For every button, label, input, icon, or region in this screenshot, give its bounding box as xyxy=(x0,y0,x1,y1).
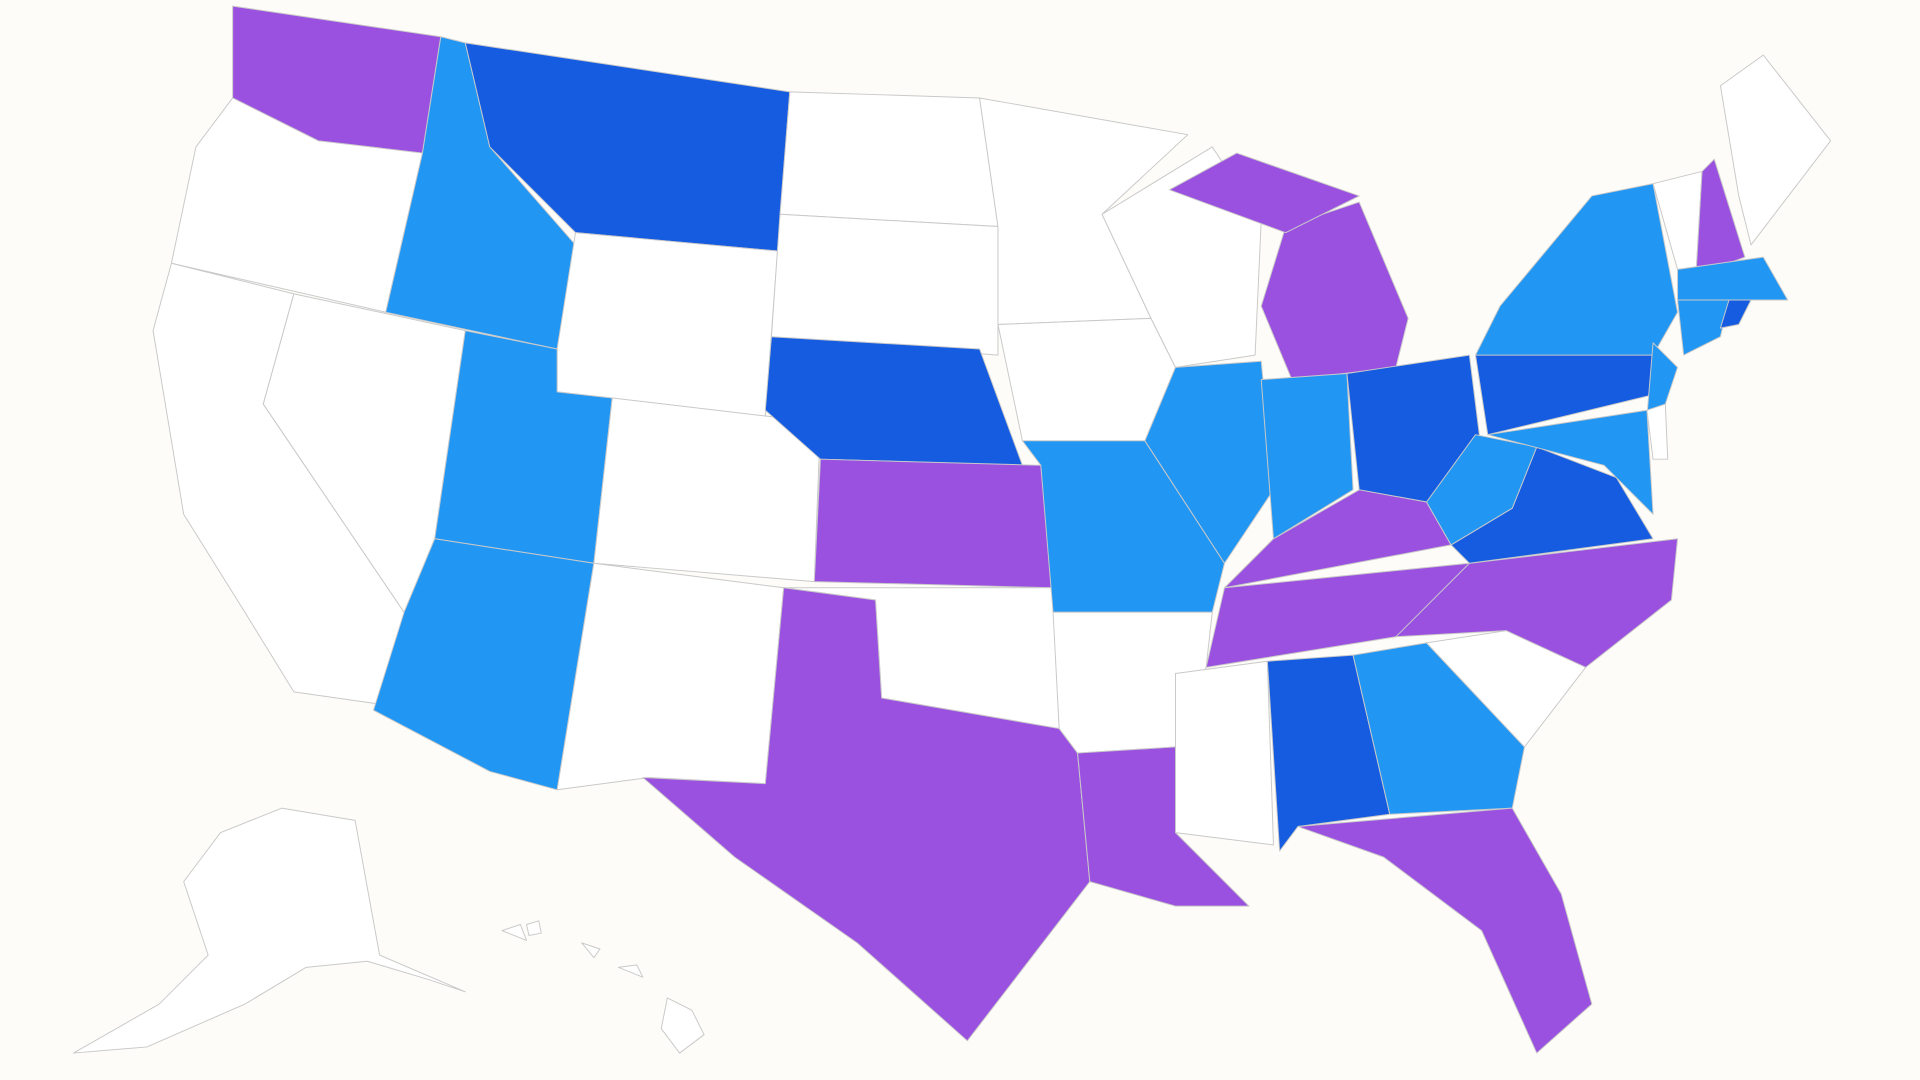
state-in xyxy=(1260,372,1354,540)
state-wv xyxy=(1426,434,1538,546)
state-shape xyxy=(1266,654,1391,852)
state-nd xyxy=(779,91,999,228)
state-shape xyxy=(1144,360,1274,564)
state-shape xyxy=(1395,538,1679,668)
state-shape xyxy=(1487,409,1654,515)
state-shape xyxy=(770,213,999,356)
state-ga xyxy=(1352,642,1525,815)
state-ms xyxy=(1175,660,1274,846)
state-fl xyxy=(1297,807,1593,1054)
state-al xyxy=(1266,654,1391,852)
state-de xyxy=(1646,403,1669,460)
state-shape xyxy=(1260,372,1354,540)
state-shape xyxy=(660,997,705,1054)
state-shape xyxy=(1297,807,1593,1054)
state-shape xyxy=(1352,642,1525,815)
state-ia xyxy=(997,317,1176,442)
state-shape xyxy=(1677,299,1730,356)
state-ks xyxy=(813,458,1054,589)
state-ri xyxy=(1719,299,1752,329)
state-shape xyxy=(997,317,1176,442)
state-tx xyxy=(642,587,1091,1042)
state-md xyxy=(1487,409,1654,515)
state-shape xyxy=(1426,434,1538,546)
state-shape xyxy=(1719,54,1832,246)
state-shape xyxy=(1646,403,1669,460)
state-mi xyxy=(1168,152,1409,381)
state-me xyxy=(1719,54,1832,246)
state-ct xyxy=(1677,299,1730,356)
state-shape xyxy=(526,920,542,936)
state-shape xyxy=(642,587,1091,1042)
state-sd xyxy=(770,213,999,356)
state-shape xyxy=(1168,152,1360,234)
state-shape xyxy=(1695,158,1746,276)
state-ma xyxy=(1677,256,1789,301)
state-shape xyxy=(813,458,1054,589)
state-ny xyxy=(1475,183,1679,356)
state-nh xyxy=(1695,158,1746,276)
state-shape xyxy=(581,942,601,959)
state-shape xyxy=(556,562,785,791)
state-shape xyxy=(1175,660,1274,846)
state-shape xyxy=(72,807,466,1054)
state-shape xyxy=(1719,299,1752,329)
state-il xyxy=(1144,360,1274,564)
state-shape xyxy=(1475,183,1679,356)
state-shape xyxy=(617,964,644,978)
state-nc xyxy=(1395,538,1679,668)
state-nm xyxy=(556,562,785,791)
state-wy xyxy=(556,232,779,417)
state-ak xyxy=(72,807,466,1054)
state-shape xyxy=(1677,256,1789,301)
state-hi xyxy=(501,920,705,1054)
state-shape xyxy=(501,924,528,941)
state-shape xyxy=(779,91,999,228)
state-shape xyxy=(556,232,779,417)
